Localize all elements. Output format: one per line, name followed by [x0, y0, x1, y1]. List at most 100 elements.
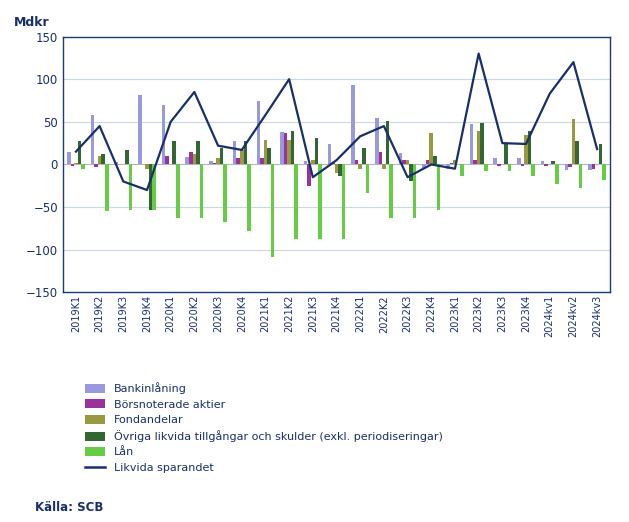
- Text: Mdkr: Mdkr: [14, 16, 49, 29]
- Bar: [176, 164, 179, 218]
- Bar: [403, 160, 406, 164]
- Bar: [426, 160, 430, 164]
- Bar: [152, 164, 156, 210]
- Bar: [165, 156, 169, 164]
- Bar: [138, 94, 142, 164]
- Bar: [338, 164, 342, 176]
- Bar: [352, 85, 355, 164]
- Bar: [281, 132, 284, 164]
- Bar: [267, 148, 270, 164]
- Bar: [399, 153, 403, 164]
- Bar: [406, 160, 409, 164]
- Bar: [200, 164, 203, 218]
- Bar: [196, 141, 200, 164]
- Bar: [359, 164, 362, 169]
- Bar: [382, 164, 386, 169]
- Bar: [409, 164, 413, 181]
- Bar: [328, 144, 331, 164]
- Bar: [331, 163, 335, 164]
- Bar: [240, 150, 243, 164]
- Bar: [243, 141, 247, 164]
- Bar: [342, 164, 345, 240]
- Bar: [270, 164, 274, 256]
- Bar: [257, 101, 260, 164]
- Bar: [318, 164, 321, 240]
- Bar: [287, 140, 291, 164]
- Bar: [588, 164, 592, 170]
- Bar: [430, 133, 433, 164]
- Bar: [78, 141, 81, 164]
- Bar: [247, 164, 250, 231]
- Bar: [437, 164, 440, 210]
- Bar: [470, 124, 474, 164]
- Bar: [91, 115, 94, 164]
- Bar: [233, 141, 237, 164]
- Bar: [504, 144, 508, 164]
- Bar: [517, 159, 521, 164]
- Bar: [260, 158, 264, 164]
- Bar: [433, 156, 437, 164]
- Bar: [186, 157, 189, 164]
- Bar: [375, 118, 379, 164]
- Bar: [423, 164, 426, 169]
- Bar: [216, 158, 220, 164]
- Bar: [521, 164, 524, 166]
- Bar: [446, 164, 450, 169]
- Bar: [304, 161, 308, 164]
- Bar: [291, 131, 294, 164]
- Bar: [592, 164, 595, 169]
- Bar: [532, 164, 535, 175]
- Bar: [544, 164, 548, 166]
- Bar: [389, 164, 392, 218]
- Bar: [98, 156, 101, 164]
- Bar: [101, 154, 105, 164]
- Bar: [460, 164, 464, 175]
- Bar: [284, 133, 287, 164]
- Bar: [94, 164, 98, 167]
- Bar: [494, 158, 497, 164]
- Legend: Bankinlåning, Börsnoterade aktier, Fondandelar, Övriga likvida tillgångar och sk: Bankinlåning, Börsnoterade aktier, Fonda…: [85, 382, 443, 473]
- Bar: [209, 161, 213, 164]
- Bar: [67, 151, 70, 164]
- Bar: [74, 163, 78, 164]
- Bar: [453, 160, 457, 164]
- Bar: [481, 123, 484, 164]
- Bar: [386, 121, 389, 164]
- Bar: [105, 164, 109, 211]
- Bar: [572, 119, 575, 164]
- Bar: [129, 164, 132, 210]
- Bar: [311, 160, 314, 164]
- Bar: [555, 164, 559, 184]
- Bar: [149, 164, 152, 210]
- Bar: [172, 141, 176, 164]
- Bar: [308, 164, 311, 186]
- Bar: [114, 162, 118, 164]
- Bar: [81, 164, 85, 169]
- Bar: [237, 158, 240, 164]
- Text: Källa: SCB: Källa: SCB: [35, 501, 103, 514]
- Bar: [477, 131, 481, 164]
- Bar: [70, 164, 74, 166]
- Bar: [264, 140, 267, 164]
- Bar: [413, 164, 416, 218]
- Bar: [355, 160, 359, 164]
- Bar: [213, 163, 216, 164]
- Bar: [528, 131, 532, 164]
- Bar: [575, 141, 579, 164]
- Bar: [599, 144, 603, 164]
- Bar: [450, 163, 453, 164]
- Bar: [379, 151, 382, 164]
- Bar: [220, 148, 223, 164]
- Bar: [508, 164, 511, 171]
- Bar: [314, 138, 318, 164]
- Bar: [603, 164, 606, 180]
- Bar: [362, 148, 365, 164]
- Bar: [579, 164, 582, 188]
- Bar: [497, 164, 501, 166]
- Bar: [565, 164, 568, 170]
- Bar: [189, 152, 192, 164]
- Bar: [541, 161, 544, 164]
- Bar: [125, 150, 129, 164]
- Bar: [145, 164, 149, 169]
- Bar: [294, 164, 298, 240]
